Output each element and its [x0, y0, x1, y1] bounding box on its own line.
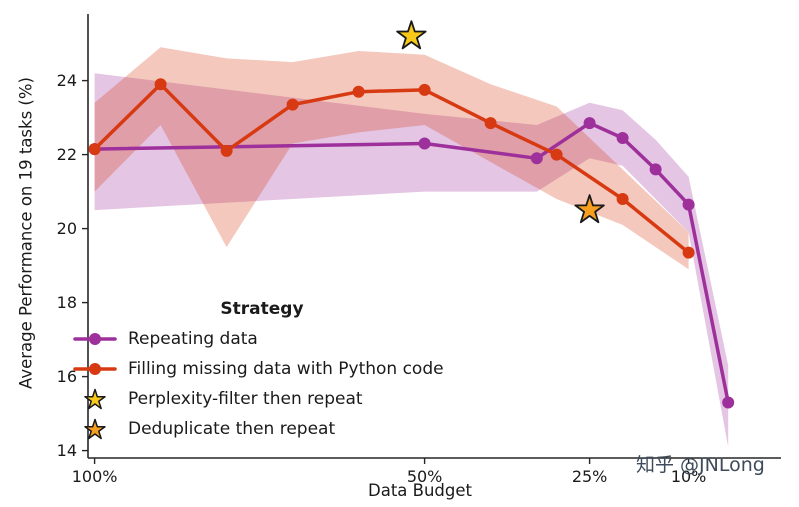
series-line-1: [92, 82, 691, 255]
x-tick-label: 50%: [407, 467, 443, 486]
y-tick-label: 20: [57, 219, 77, 238]
legend-label: Repeating data: [128, 329, 258, 349]
y-tick-label: 18: [57, 293, 77, 312]
data-point: [682, 246, 695, 259]
legend-title: Strategy: [220, 299, 304, 319]
data-point: [616, 132, 629, 144]
x-tick-label: 100%: [72, 467, 118, 486]
y-tick-label: 16: [57, 367, 77, 386]
star-marker-0: [396, 20, 427, 50]
data-point: [418, 83, 431, 96]
star-marker-1: [574, 194, 605, 224]
line-dot-marker-icon: [72, 357, 118, 381]
data-point: [220, 144, 233, 157]
data-point: [550, 148, 563, 161]
data-point: [352, 85, 365, 98]
x-tick-label: 10%: [671, 467, 707, 486]
y-axis-label: Average Performance on 19 tasks (%): [16, 77, 36, 389]
confidence-band-0: [94, 73, 729, 447]
data-point: [530, 152, 543, 165]
y-tick-label: 24: [57, 71, 77, 90]
legend: Strategy Repeating data Filling missing …: [72, 299, 452, 444]
data-point: [154, 78, 167, 91]
line-dot-marker-icon: [72, 327, 118, 351]
data-point: [649, 163, 662, 176]
data-point: [722, 396, 735, 409]
legend-label: Filling missing data with Python code: [128, 359, 444, 379]
data-point: [484, 117, 497, 130]
legend-label: Deduplicate then repeat: [128, 419, 336, 439]
watermark: 知乎 @JNLong: [636, 454, 765, 476]
data-point: [286, 98, 299, 111]
data-point: [682, 198, 695, 211]
data-point: [616, 193, 629, 205]
x-tick-label: 25%: [572, 467, 608, 486]
legend-item-repeating-data: Repeating data: [72, 324, 452, 354]
star-icon: [72, 387, 118, 411]
y-tick-label: 14: [57, 441, 77, 460]
confidence-band-1: [94, 47, 689, 270]
legend-item-perplexity-filter: Perplexity-filter then repeat: [72, 384, 452, 414]
data-point: [583, 117, 596, 130]
data-point: [418, 137, 431, 150]
star-icon: [72, 417, 118, 441]
x-axis-label: Data Budget: [368, 481, 472, 500]
data-point: [88, 143, 101, 156]
legend-item-deduplicate: Deduplicate then repeat: [72, 414, 452, 444]
series-line-0: [92, 121, 730, 405]
legend-label: Perplexity-filter then repeat: [128, 389, 363, 409]
y-tick-label: 22: [57, 145, 77, 164]
legend-item-filling-missing-data: Filling missing data with Python code: [72, 354, 452, 384]
